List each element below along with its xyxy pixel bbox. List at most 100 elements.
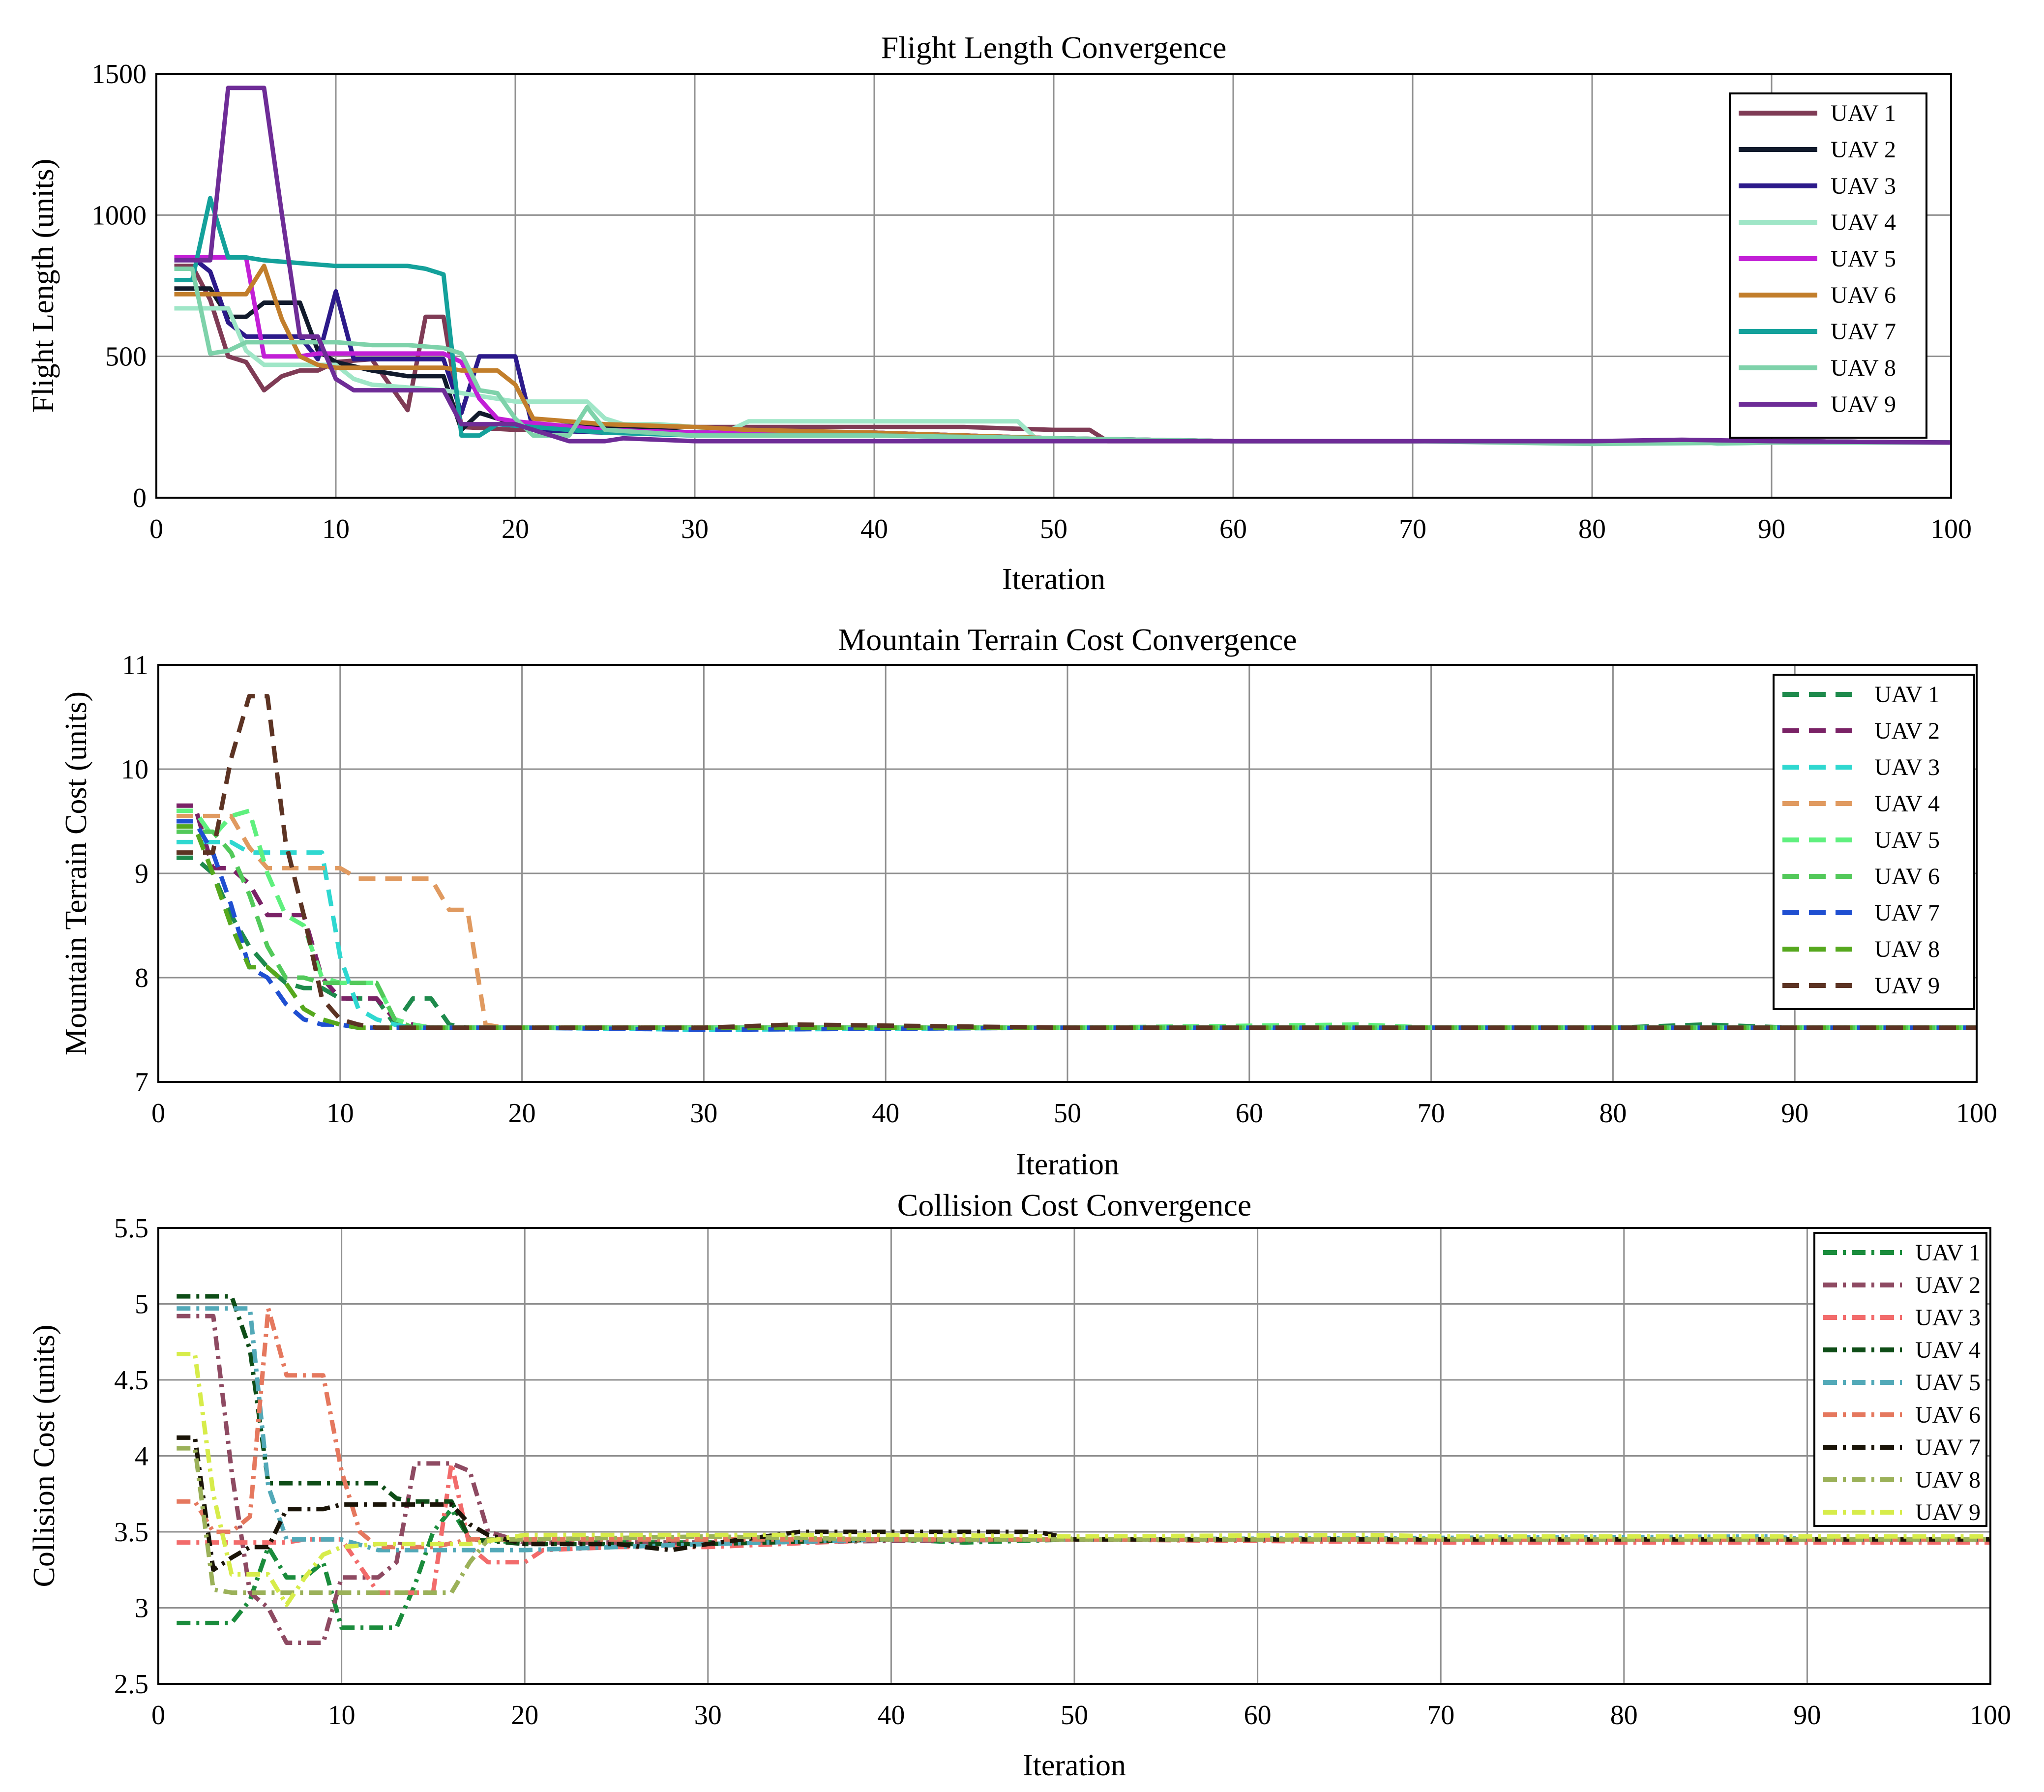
legend-box	[1773, 674, 1975, 1010]
y-tick-label: 3.5	[114, 1517, 148, 1548]
chart-panel-2: 0 10 20 30 40 50 60 70 80 90 100 7 8 9 10 11 Mountain Te…	[59, 622, 1997, 1181]
y-tick-label: 10	[121, 754, 148, 785]
legend-label: UAV 7	[1831, 319, 1896, 345]
x-tick-label: 10	[322, 514, 350, 544]
legend-label: UAV 1	[1831, 100, 1896, 126]
y-tick-label: 5.5	[114, 1213, 148, 1244]
x-axis-label: Iteration	[1016, 1148, 1119, 1181]
chart-panel-1: 0 10 20 30 40 50 60 70 80 90 100050010001500Flight…	[27, 30, 1972, 596]
legend-label: UAV 4	[1874, 791, 1940, 817]
y-axis-label: Flight Length (units)	[27, 159, 60, 413]
x-tick-label: 60	[1236, 1098, 1263, 1129]
series-line-uav-9	[177, 694, 1977, 1030]
x-tick-label: 100	[1956, 1098, 1997, 1129]
legend-label: UAV 4	[1831, 209, 1896, 236]
y-tick-label: 500	[105, 342, 147, 372]
chart-title: Flight Length Convergence	[881, 30, 1227, 65]
x-tick-label: 30	[690, 1098, 717, 1129]
x-tick-label: 20	[511, 1700, 538, 1731]
legend-label: UAV 9	[1831, 391, 1896, 418]
y-tick-label: 0	[133, 483, 147, 513]
x-tick-label: 50	[1054, 1098, 1081, 1129]
x-tick-label: 0	[149, 514, 163, 544]
y-tick-label: 9	[135, 859, 148, 889]
y-tick-label: 4.5	[114, 1365, 148, 1396]
legend-label: UAV 8	[1874, 936, 1940, 962]
legend-box	[1729, 92, 1927, 439]
y-tick-label: 2.5	[114, 1669, 148, 1700]
x-tick-label: 30	[694, 1700, 722, 1731]
legend-box	[1813, 1232, 1987, 1527]
x-tick-label: 50	[1040, 514, 1067, 544]
legend-label: UAV 1	[1874, 682, 1940, 708]
x-tick-label: 50	[1061, 1700, 1088, 1731]
series-line-uav-5	[177, 808, 1977, 1030]
chart-panel-3: 0 10 20 30 40 50 60 70 80 90 100 2.5 3 3.5 4 4.5 5 5.5 Col…	[28, 1188, 2011, 1782]
legend-label: UAV 2	[1874, 718, 1940, 744]
x-tick-label: 80	[1599, 1098, 1627, 1129]
series-line-uav-6	[177, 1306, 1990, 1550]
x-tick-label: 80	[1578, 514, 1606, 544]
x-tick-label: 60	[1219, 514, 1247, 544]
y-tick-label: 1500	[91, 59, 147, 90]
x-tick-label: 90	[1793, 1700, 1821, 1731]
series-line-uav-9	[174, 86, 1952, 445]
legend-label: UAV 7	[1915, 1434, 1981, 1461]
y-tick-label: 4	[135, 1441, 148, 1472]
axes-frame	[155, 73, 1952, 499]
x-tick-label: 40	[877, 1700, 905, 1731]
x-tick-label: 60	[1244, 1700, 1272, 1731]
legend: UAV 1 UAV 2 UAV 3 UAV 4 UAV 5 UAV 6 UAV 7 UAV 8…	[1773, 674, 1975, 1010]
y-tick-label: 1000	[91, 200, 147, 231]
x-axis-label: Iteration	[1002, 563, 1105, 596]
legend-label: UAV 5	[1915, 1370, 1981, 1396]
series-line-uav-8	[177, 824, 1977, 1030]
x-tick-label: 20	[502, 514, 529, 544]
x-tick-label: 70	[1418, 1098, 1445, 1129]
x-axis-label: Iteration	[1023, 1749, 1126, 1782]
legend-label: UAV 9	[1874, 973, 1940, 999]
chart-title: Collision Cost Convergence	[897, 1188, 1252, 1223]
x-tick-label: 10	[326, 1098, 354, 1129]
legend-label: UAV 8	[1831, 355, 1896, 381]
x-tick-label: 0	[151, 1098, 165, 1129]
legend-label: UAV 6	[1831, 282, 1896, 308]
legend: UAV 1 UAV 2 UAV 3 UAV 4 UAV 5 UAV 6 UAV 7 UAV 8…	[1729, 92, 1927, 439]
x-tick-label: 40	[860, 514, 888, 544]
legend-label: UAV 3	[1831, 173, 1896, 199]
y-axis-label: Collision Cost (units)	[28, 1325, 61, 1587]
legend-label: UAV 2	[1915, 1272, 1981, 1298]
legend-label: UAV 1	[1915, 1240, 1981, 1266]
legend-label: UAV 2	[1831, 137, 1896, 163]
legend-label: UAV 3	[1874, 754, 1940, 780]
legend-label: UAV 7	[1874, 900, 1940, 926]
legend-label: UAV 6	[1915, 1402, 1981, 1428]
legend-label: UAV 5	[1874, 827, 1940, 853]
legend-label: UAV 8	[1915, 1467, 1981, 1493]
x-tick-label: 90	[1758, 514, 1785, 544]
y-tick-label: 5	[135, 1289, 148, 1320]
y-tick-label: 11	[122, 650, 148, 681]
y-tick-label: 7	[135, 1067, 148, 1098]
series-line-uav-8	[177, 1446, 1990, 1595]
x-tick-label: 90	[1781, 1098, 1808, 1129]
x-tick-label: 70	[1399, 514, 1426, 544]
x-tick-label: 100	[1970, 1700, 2011, 1731]
legend-label: UAV 3	[1915, 1305, 1981, 1331]
legend-label: UAV 6	[1874, 864, 1940, 890]
y-axis-label: Mountain Terrain Cost (units)	[59, 691, 93, 1055]
axes-frame	[157, 664, 1978, 1083]
axes-frame	[157, 1227, 1991, 1685]
x-tick-label: 30	[681, 514, 709, 544]
y-tick-label: 8	[135, 963, 148, 993]
x-tick-label: 0	[151, 1700, 165, 1731]
legend: UAV 1 UAV 2 UAV 3 UAV 4 UAV 5 UAV 6 UAV 7 UAV 8…	[1813, 1232, 1987, 1527]
x-tick-label: 80	[1610, 1700, 1638, 1731]
x-tick-label: 100	[1930, 514, 1972, 544]
x-tick-label: 70	[1427, 1700, 1454, 1731]
legend-label: UAV 4	[1915, 1337, 1981, 1363]
x-tick-label: 20	[508, 1098, 536, 1129]
chart-title: Mountain Terrain Cost Convergence	[838, 622, 1297, 657]
y-tick-label: 3	[135, 1593, 148, 1624]
